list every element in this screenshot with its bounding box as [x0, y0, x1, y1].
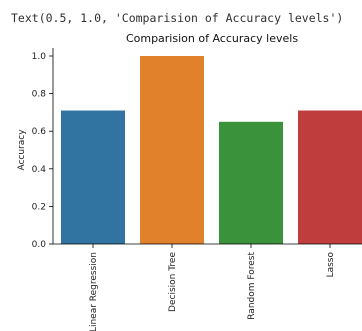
x-tick-label: Linear Regression: [89, 252, 99, 331]
chart-title: Comparision of Accuracy levels: [126, 32, 298, 45]
y-axis-title: Accuracy: [17, 129, 27, 171]
y-tick-label: 0.6: [32, 127, 47, 137]
cell-output-text: Text(0.5, 1.0, 'Comparision of Accuracy …: [11, 11, 344, 25]
y-axis-ticks: 0.0 0.2 0.4 0.6 0.8 1.0: [32, 52, 53, 250]
x-tick-label: Random Forest: [247, 252, 257, 320]
bar-decision-tree: [140, 56, 204, 244]
x-tick-label: Decision Tree: [168, 252, 178, 312]
bar-linear-regression: [61, 110, 125, 245]
y-tick-label: 1.0: [32, 52, 47, 62]
y-tick-label: 0.0: [32, 240, 47, 250]
y-tick-label: 0.4: [32, 165, 47, 175]
x-tick-label: Lasso: [326, 252, 336, 278]
bar-lasso: [298, 110, 362, 245]
bars: [61, 56, 362, 245]
y-tick-label: 0.8: [32, 90, 47, 100]
bar-random-forest: [219, 121, 283, 244]
y-tick-label: 0.2: [32, 202, 46, 212]
x-axis-ticks: Linear Regression Decision Tree Random For…: [89, 244, 336, 331]
